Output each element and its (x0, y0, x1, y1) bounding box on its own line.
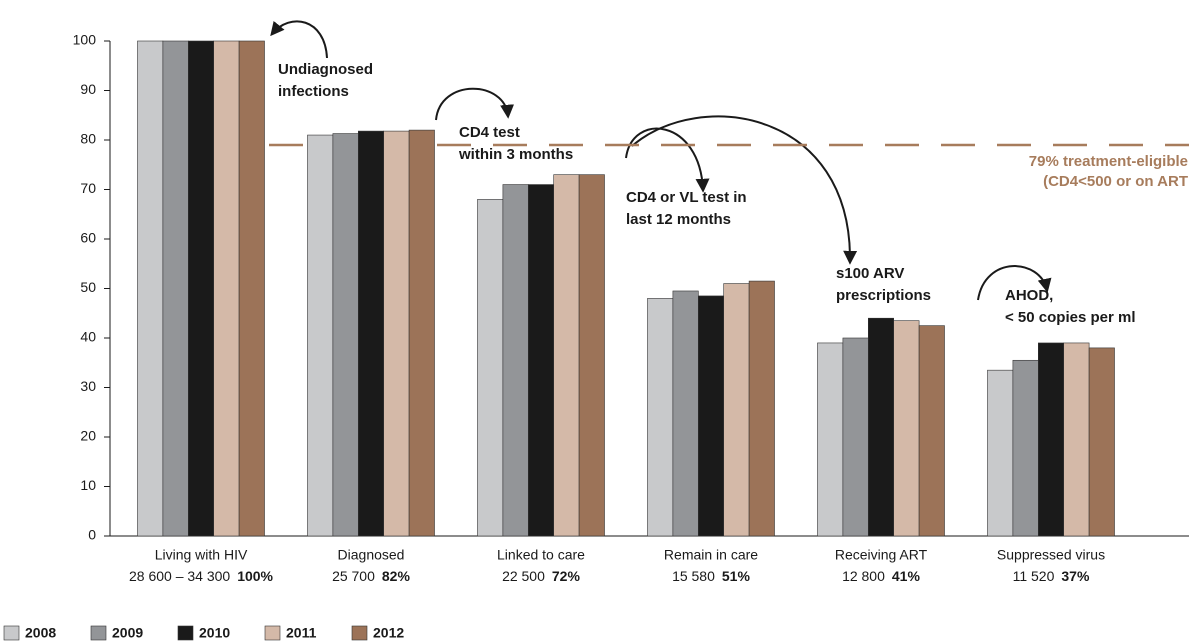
bar (137, 40, 164, 537)
reference-label: 79% treatment-eligible (1029, 153, 1188, 170)
legend-label: 2008 (25, 625, 56, 641)
category-percent: 37% (1061, 568, 1090, 584)
x-tick-label: Living with HIV (155, 547, 248, 563)
arrow (435, 87, 515, 121)
category-stats: 28 600 – 34 300 100% (129, 568, 274, 584)
bar (553, 174, 580, 537)
category-percent: 51% (722, 568, 751, 584)
legend-swatch (264, 625, 281, 641)
legend-label: 2011 (286, 625, 317, 641)
bar (748, 280, 775, 537)
bar (1038, 342, 1065, 537)
legend-label: 2012 (373, 625, 404, 641)
annotation: last 12 months (626, 211, 731, 228)
bar (477, 199, 504, 537)
bar (672, 290, 699, 537)
bar (357, 130, 384, 537)
category-stats: 11 520 37% (1013, 568, 1090, 584)
legend-label: 2009 (112, 625, 143, 641)
annotation: AHOD, (1005, 287, 1053, 304)
arrow (625, 127, 710, 193)
reference-label: (CD4<500 or on ART (1043, 173, 1188, 190)
legend-swatch (90, 625, 107, 641)
annotation: prescriptions (836, 287, 931, 304)
bar (213, 40, 240, 537)
category-stats: 15 580 51% (672, 568, 750, 584)
arrow (631, 115, 858, 265)
y-tick-label: 70 (80, 180, 96, 196)
arrow (977, 265, 1052, 301)
y-tick-label: 60 (80, 230, 96, 246)
category-stats: 25 700 82% (332, 568, 410, 584)
bar (332, 133, 359, 537)
x-tick-label: Remain in care (664, 547, 758, 563)
bar (502, 184, 529, 537)
y-tick-label: 20 (80, 428, 96, 444)
bar (1063, 342, 1090, 537)
category-count: 25 700 (332, 568, 375, 584)
legend-swatch (3, 625, 20, 641)
bar (987, 369, 1014, 537)
bar (162, 40, 189, 537)
x-tick-label: Suppressed virus (997, 547, 1105, 563)
bar (1088, 347, 1115, 537)
category-stats: 22 500 72% (502, 568, 580, 584)
bar (188, 40, 215, 537)
x-tick-label: Linked to care (497, 547, 585, 563)
annotation: s100 ARV (836, 265, 904, 282)
y-tick-label: 50 (80, 279, 96, 295)
bar (578, 174, 605, 537)
annotation: within 3 months (458, 146, 573, 163)
category-percent: 82% (382, 568, 411, 584)
bar (527, 184, 554, 537)
bar (408, 129, 435, 537)
category-count: 28 600 – 34 300 (129, 568, 230, 584)
bar (867, 317, 894, 537)
y-tick-label: 100 (73, 32, 97, 48)
y-tick-label: 80 (80, 131, 96, 147)
bar (918, 325, 945, 537)
bar (238, 40, 265, 537)
category-count: 11 520 (1013, 568, 1055, 584)
bar (1012, 359, 1039, 537)
y-tick-label: 0 (88, 527, 96, 543)
y-tick-label: 90 (80, 81, 96, 97)
annotation: CD4 test (459, 124, 520, 141)
x-tick-label: Diagnosed (338, 547, 405, 563)
bar (893, 320, 920, 537)
category-percent: 72% (552, 568, 581, 584)
arrow (270, 20, 328, 59)
category-count: 22 500 (502, 568, 545, 584)
bar (842, 337, 869, 537)
bar (383, 130, 410, 537)
legend-swatch (177, 625, 194, 641)
annotation: CD4 or VL test in (626, 189, 747, 206)
y-tick-label: 10 (80, 477, 96, 493)
annotation: Undiagnosed (278, 61, 373, 78)
category-percent: 41% (892, 568, 921, 584)
legend-label: 2010 (199, 625, 230, 641)
bar (817, 342, 844, 537)
bar (647, 298, 674, 537)
annotation: infections (278, 83, 349, 100)
y-tick-label: 30 (80, 378, 96, 394)
category-percent: 100% (237, 568, 273, 584)
annotation: < 50 copies per ml (1005, 309, 1135, 326)
legend-swatch (351, 625, 368, 641)
y-tick-label: 40 (80, 329, 96, 345)
category-count: 12 800 (842, 568, 885, 584)
x-tick-label: Receiving ART (835, 547, 928, 563)
bar (697, 295, 724, 537)
bar (723, 283, 750, 537)
category-stats: 12 800 41% (842, 568, 920, 584)
bar (307, 134, 334, 537)
category-count: 15 580 (672, 568, 715, 584)
